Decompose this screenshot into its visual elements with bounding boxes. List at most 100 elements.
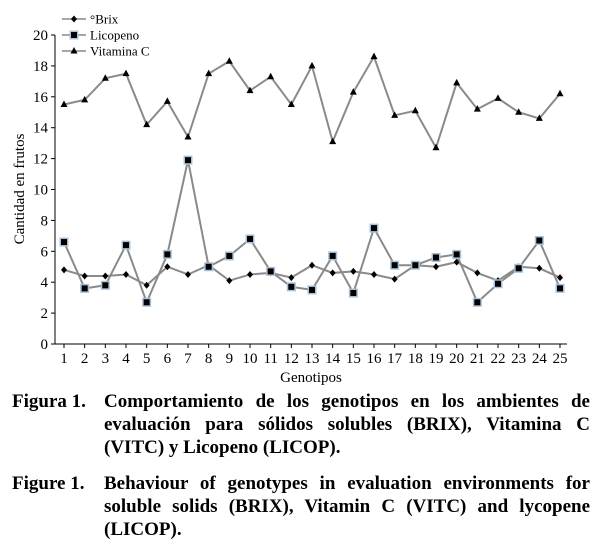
data-point xyxy=(205,263,212,270)
series-vitamina-c xyxy=(60,52,564,151)
data-point xyxy=(143,299,150,306)
data-point xyxy=(412,262,419,269)
data-point xyxy=(267,268,274,275)
data-point xyxy=(432,143,440,151)
x-tick-label: 15 xyxy=(346,351,361,367)
x-tick-label: 11 xyxy=(263,351,277,367)
data-point xyxy=(370,52,378,60)
data-point xyxy=(226,252,233,259)
data-point xyxy=(60,100,68,108)
data-point xyxy=(287,100,295,108)
x-tick-label: 6 xyxy=(164,351,172,367)
data-point xyxy=(185,270,191,278)
y-tick-label: 0 xyxy=(41,337,49,353)
data-point xyxy=(536,237,543,244)
caption-label-en: Figure 1. xyxy=(12,473,85,494)
data-point xyxy=(474,269,481,277)
x-tick-label: 22 xyxy=(491,351,506,367)
figure-caption-english: Figure 1. Behaviour of genotypes in eval… xyxy=(12,472,590,541)
y-tick-label: 8 xyxy=(41,213,49,229)
x-tick-label: 7 xyxy=(184,351,192,367)
x-tick-label: 14 xyxy=(325,351,341,367)
series-licopeno xyxy=(59,155,565,307)
x-tick-label: 13 xyxy=(305,351,320,367)
data-point xyxy=(309,286,315,293)
data-point xyxy=(453,78,461,86)
y-tick-label: 16 xyxy=(33,90,49,106)
y-tick-label: 12 xyxy=(33,152,48,168)
data-point xyxy=(102,272,109,280)
data-point xyxy=(371,225,377,232)
data-point xyxy=(205,69,213,77)
data-point xyxy=(267,72,275,80)
x-tick-label: 5 xyxy=(143,351,151,367)
data-point xyxy=(494,94,502,101)
data-point xyxy=(557,274,563,282)
data-point xyxy=(515,265,522,272)
data-point xyxy=(433,263,439,271)
y-tick-label: 4 xyxy=(41,275,49,291)
data-point xyxy=(391,111,399,118)
x-tick-label: 10 xyxy=(243,351,258,367)
series-line xyxy=(63,159,561,305)
x-tick-label: 2 xyxy=(81,351,89,367)
x-tick-label: 21 xyxy=(470,351,485,367)
y-axis-title: Cantidad en frutos xyxy=(12,133,28,244)
legend-item: °Brix xyxy=(62,12,119,27)
data-point xyxy=(371,270,377,278)
data-point xyxy=(225,57,233,64)
data-point xyxy=(557,285,563,292)
data-point xyxy=(185,157,191,164)
data-point xyxy=(247,270,253,278)
data-point xyxy=(288,283,295,290)
x-tick-label: 9 xyxy=(226,351,234,367)
data-point xyxy=(81,285,88,292)
caption-label-es: Figura 1. xyxy=(12,391,86,412)
data-point xyxy=(329,252,336,259)
data-point xyxy=(143,281,150,289)
data-point xyxy=(123,270,129,278)
figure-caption-spanish: Figura 1. Comportamiento de los genotipo… xyxy=(12,390,590,459)
x-tick-label: 20 xyxy=(449,351,464,367)
x-tick-label: 18 xyxy=(408,351,423,367)
x-tick-label: 3 xyxy=(102,351,110,367)
caption-text-es: Comportamiento de los genotipos en los a… xyxy=(104,391,590,458)
x-tick-label: 19 xyxy=(429,351,444,367)
x-tick-label: 4 xyxy=(122,351,130,367)
legend-marker xyxy=(70,47,78,54)
data-point xyxy=(433,254,439,261)
series-brix xyxy=(61,258,563,289)
series-line xyxy=(63,54,561,151)
data-point xyxy=(61,266,67,274)
y-tick-label: 6 xyxy=(41,244,49,260)
data-point xyxy=(122,69,130,77)
y-tick-label: 18 xyxy=(33,59,48,75)
data-point xyxy=(391,262,398,269)
x-tick-label: 1 xyxy=(60,351,68,367)
legend-label: °Brix xyxy=(90,12,119,27)
data-point xyxy=(246,86,254,94)
data-point xyxy=(247,235,253,242)
data-point xyxy=(350,267,357,275)
caption-text-en: Behaviour of genotypes in evaluation env… xyxy=(104,473,590,540)
x-axis-title: Genotipos xyxy=(280,370,342,386)
x-tick-label: 12 xyxy=(284,351,299,367)
data-point xyxy=(411,106,419,114)
data-point xyxy=(164,263,171,271)
y-tick-label: 20 xyxy=(33,28,48,44)
data-point xyxy=(536,264,543,272)
data-point xyxy=(61,239,67,246)
data-point xyxy=(556,89,564,97)
legend-item: Vitamina C xyxy=(62,44,150,59)
x-tick-label: 23 xyxy=(511,351,526,367)
legend-item: Licopeno xyxy=(62,28,139,43)
data-point xyxy=(123,242,129,249)
data-point xyxy=(473,105,481,112)
data-point xyxy=(143,120,151,128)
data-point xyxy=(288,274,295,282)
x-tick-label: 17 xyxy=(387,351,403,367)
data-point xyxy=(102,282,109,289)
